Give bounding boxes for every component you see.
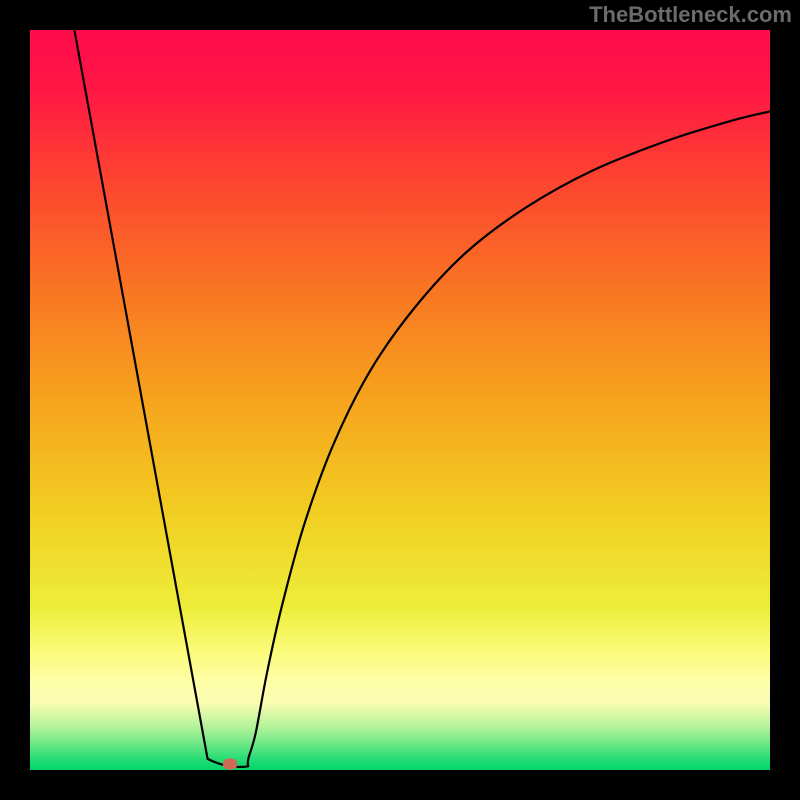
optimal-point-marker: [223, 759, 237, 770]
watermark-text: TheBottleneck.com: [589, 2, 792, 28]
chart-container: TheBottleneck.com: [0, 0, 800, 800]
plot-area: [30, 30, 770, 770]
